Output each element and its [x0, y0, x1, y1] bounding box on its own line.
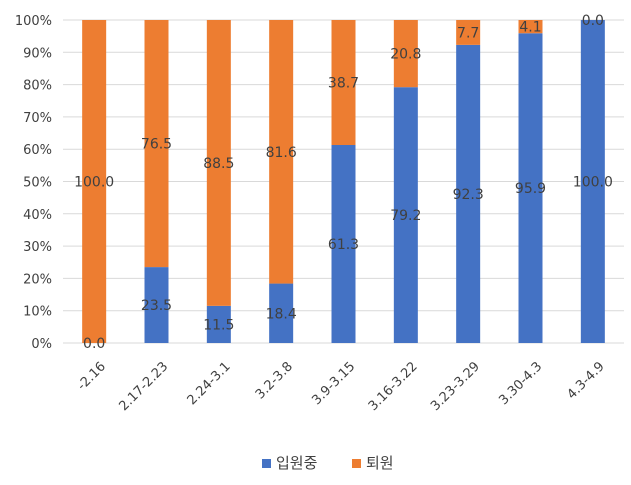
y-tick-label: 30%	[23, 240, 52, 255]
x-tick-label: 3.9-3.15	[309, 359, 358, 408]
x-tick-label: 3.2-3.8	[253, 359, 296, 402]
bar-inpatient	[456, 44, 481, 343]
legend-label: 입원중	[276, 454, 317, 472]
data-label: 0.0	[582, 13, 604, 29]
bar-discharged	[393, 20, 418, 88]
data-label: 88.5	[203, 156, 234, 172]
data-label: 79.2	[390, 208, 421, 224]
bar-discharged	[144, 20, 169, 268]
data-label: 100.0	[573, 175, 613, 191]
legend-swatch	[352, 459, 361, 468]
legend: 입원중 퇴원	[262, 454, 394, 472]
data-label: 7.7	[457, 25, 479, 41]
data-label: 11.5	[203, 317, 234, 333]
data-label: 4.1	[519, 20, 541, 36]
bar-discharged	[331, 20, 356, 146]
y-tick-label: 50%	[23, 176, 52, 191]
data-label: 38.7	[328, 76, 359, 92]
data-label: 20.8	[390, 47, 421, 63]
x-tick-label: 3.23-3.29	[428, 359, 483, 414]
data-label: 18.4	[266, 306, 297, 322]
bar-discharged	[82, 20, 107, 343]
bar-inpatient	[393, 87, 418, 344]
x-tick-label: 3.30-4.3	[496, 359, 545, 408]
bar-inpatient	[518, 33, 543, 343]
data-label: 92.3	[453, 187, 484, 203]
y-tick-label: 90%	[23, 46, 52, 61]
legend-label: 퇴원	[366, 454, 394, 472]
x-tick-label: 4.3-4.9	[564, 359, 607, 402]
bar-discharged	[456, 20, 481, 45]
y-tick-label: 100%	[15, 14, 52, 29]
data-labels: 0.0 100.0 23.5 76.5 11.5 88.5 18.4 81.6 61.3 38.7…	[74, 13, 613, 352]
data-label: 23.5	[141, 298, 172, 314]
data-label: 81.6	[266, 145, 297, 161]
x-tick-label: -2.16	[75, 359, 109, 393]
y-tick-label: 0%	[31, 337, 52, 352]
bar-inpatient	[269, 283, 294, 343]
bar-inpatient	[144, 267, 169, 343]
y-tick-label: 60%	[23, 143, 52, 158]
x-tick-label: 2.17-2.23	[116, 359, 171, 414]
data-label: 95.9	[515, 181, 546, 197]
y-tick-label: 10%	[23, 305, 52, 320]
bar-discharged	[269, 20, 294, 284]
y-axis: 0% 10% 20% 30% 40% 50% 60% 70% 80% 90% 100%	[15, 14, 52, 352]
y-tick-label: 20%	[23, 272, 52, 287]
data-label: 61.3	[328, 237, 359, 253]
legend-swatch	[262, 459, 271, 468]
x-tick-label: 3.16-3.22	[366, 359, 421, 414]
data-label: 0.0	[83, 336, 105, 352]
bar-discharged	[518, 20, 543, 34]
x-axis: -2.16 2.17-2.23 2.24-3.1 3.2-3.8 3.9-3.15 3.1…	[75, 359, 608, 414]
data-label: 76.5	[141, 137, 172, 153]
y-tick-label: 80%	[23, 79, 52, 94]
x-tick-label: 2.24-3.1	[185, 359, 234, 408]
bar-inpatient	[206, 305, 231, 343]
bars	[82, 20, 605, 344]
data-label: 100.0	[74, 175, 114, 191]
bar-discharged	[206, 20, 231, 306]
bar-inpatient	[331, 145, 356, 343]
y-tick-label: 70%	[23, 111, 52, 126]
bar-inpatient	[580, 20, 605, 343]
y-tick-label: 40%	[23, 208, 52, 223]
